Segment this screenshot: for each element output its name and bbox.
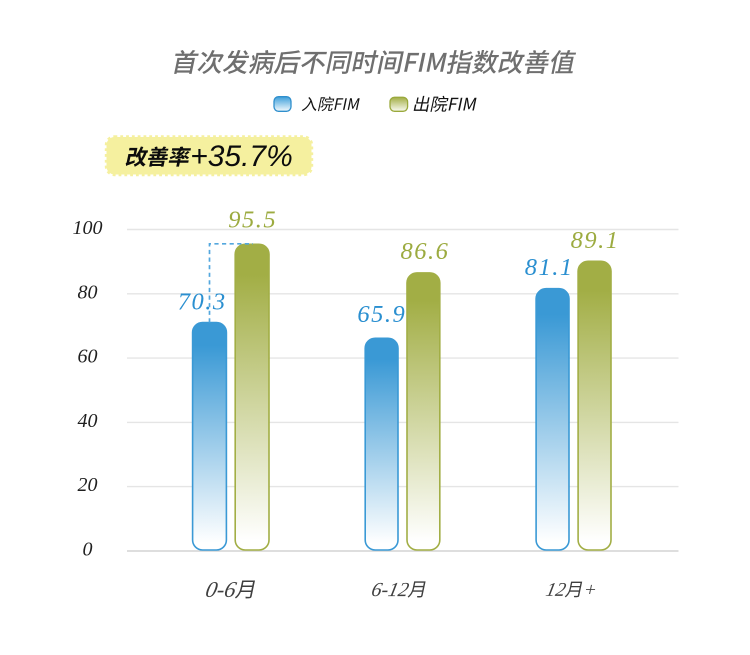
svg-text:86.6: 86.6 bbox=[400, 238, 449, 265]
svg-text:20: 20 bbox=[78, 474, 98, 496]
svg-text:81.1: 81.1 bbox=[525, 254, 574, 281]
svg-text:100: 100 bbox=[73, 217, 103, 239]
svg-text:+35.7%: +35.7% bbox=[190, 140, 293, 173]
svg-text:65.9: 65.9 bbox=[357, 301, 406, 328]
svg-text:70.3: 70.3 bbox=[178, 289, 227, 316]
svg-text:60: 60 bbox=[78, 346, 98, 368]
svg-text:89.1: 89.1 bbox=[571, 227, 620, 254]
svg-text:80: 80 bbox=[78, 281, 98, 303]
svg-text:0: 0 bbox=[83, 539, 93, 561]
svg-text:40: 40 bbox=[78, 410, 98, 432]
svg-text:95.5: 95.5 bbox=[228, 206, 277, 233]
